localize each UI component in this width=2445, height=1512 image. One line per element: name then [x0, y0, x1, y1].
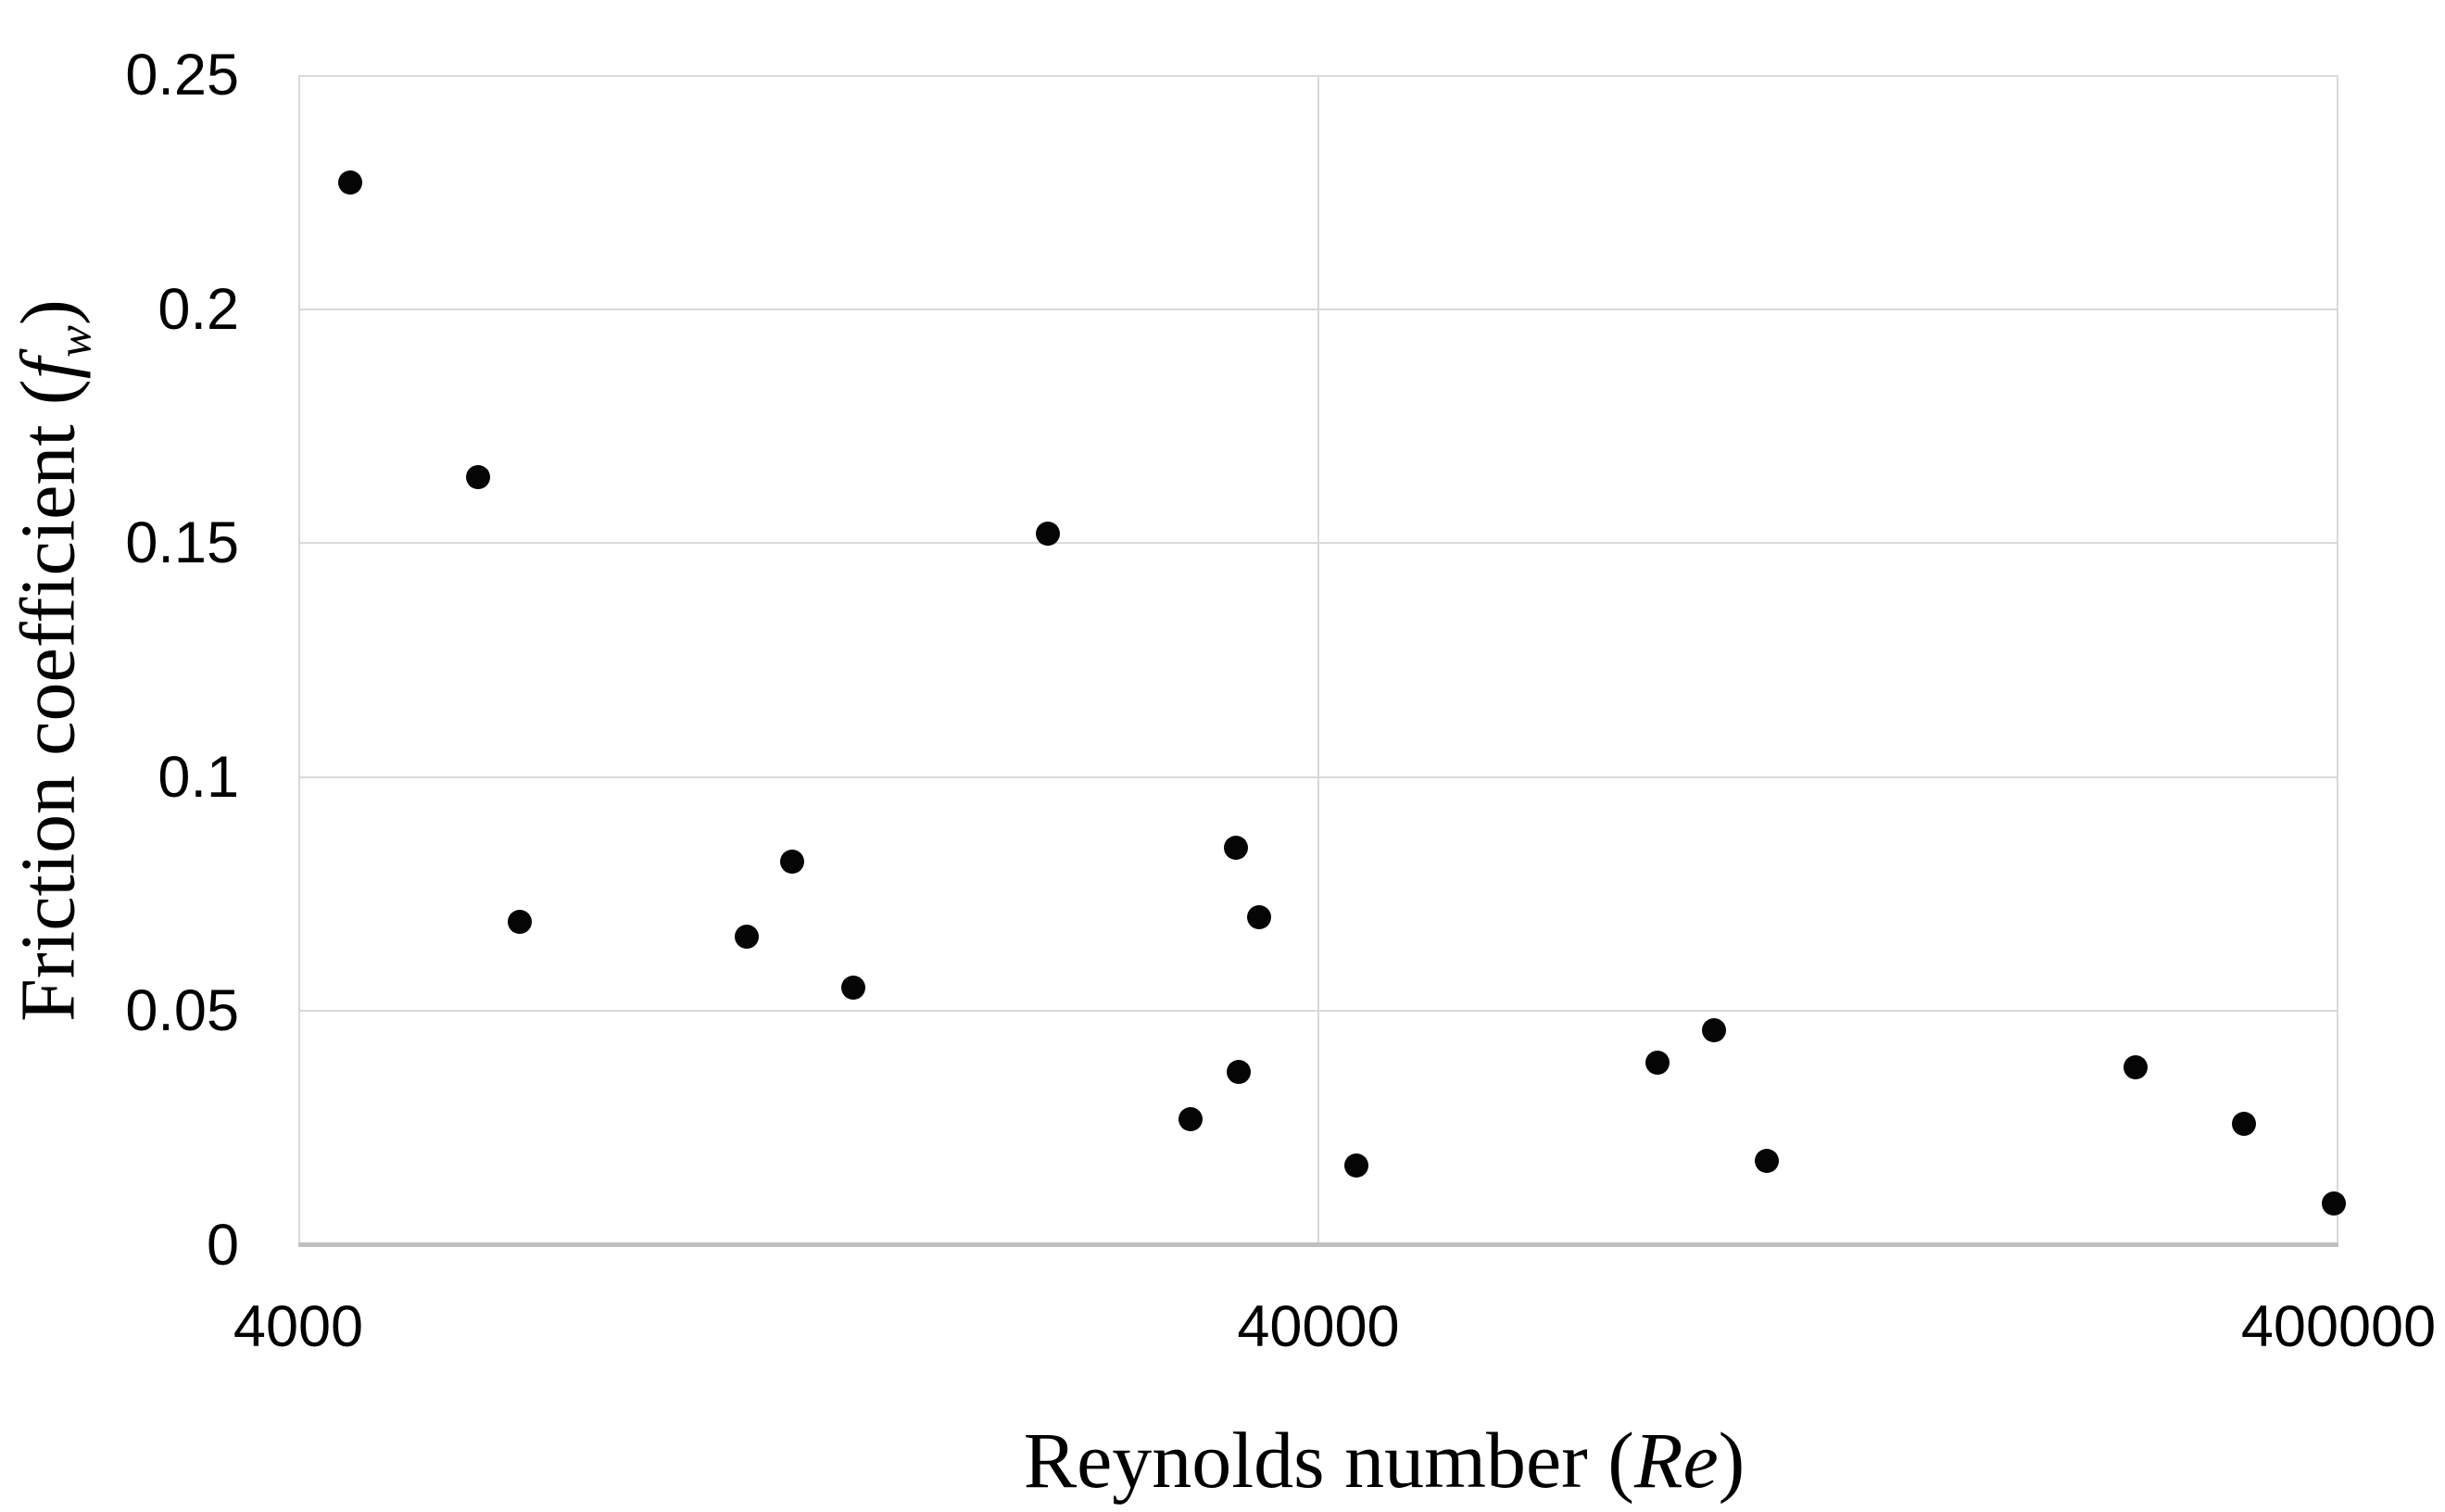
data-point [1754, 1149, 1779, 1174]
y-axis-title-subscript: w [48, 325, 102, 358]
data-point [1223, 835, 1248, 860]
x-axis-line [298, 1242, 2338, 1247]
y-axis-title-italic: f [5, 357, 92, 380]
x-axis-title-suffix: ) [1718, 1416, 1746, 1505]
data-point [338, 170, 363, 195]
data-point [2123, 1055, 2148, 1080]
y-axis-title: Friction coefficient (fw) [4, 299, 103, 1022]
x-tick-label: 40000 [1237, 1294, 1400, 1359]
x-axis-title: Reynolds number (Re) [643, 1414, 2125, 1506]
data-point [1226, 1060, 1251, 1085]
data-point [2322, 1191, 2347, 1216]
data-point [1178, 1106, 1204, 1131]
data-point [1344, 1153, 1369, 1178]
data-point [780, 849, 805, 874]
data-point [1035, 522, 1060, 547]
data-point [1645, 1050, 1670, 1075]
y-tick-label: 0.05 [125, 978, 239, 1044]
x-gridline [1317, 75, 1319, 1245]
y-tick-label: 0.2 [158, 276, 239, 342]
y-tick-label: 0 [206, 1213, 239, 1278]
data-point [2231, 1111, 2256, 1136]
y-axis-title-suffix: ) [5, 299, 92, 326]
data-point [841, 976, 866, 1001]
y-tick-label: 0.25 [125, 43, 239, 107]
x-axis-title-italic: Re [1633, 1416, 1719, 1505]
x-tick-label: 400000 [2240, 1294, 2437, 1359]
data-point [508, 910, 533, 935]
x-tick-label: 4000 [233, 1294, 364, 1359]
y-tick-label: 0.15 [125, 510, 239, 576]
data-point [1701, 1017, 1726, 1042]
data-point [734, 924, 759, 949]
data-point [465, 465, 490, 490]
data-point [1247, 905, 1272, 930]
y-axis-title-text: Friction coefficient ( [5, 379, 92, 1022]
x-axis-title-text: Reynolds number ( [1023, 1416, 1634, 1505]
y-tick-label: 0.1 [158, 744, 239, 810]
